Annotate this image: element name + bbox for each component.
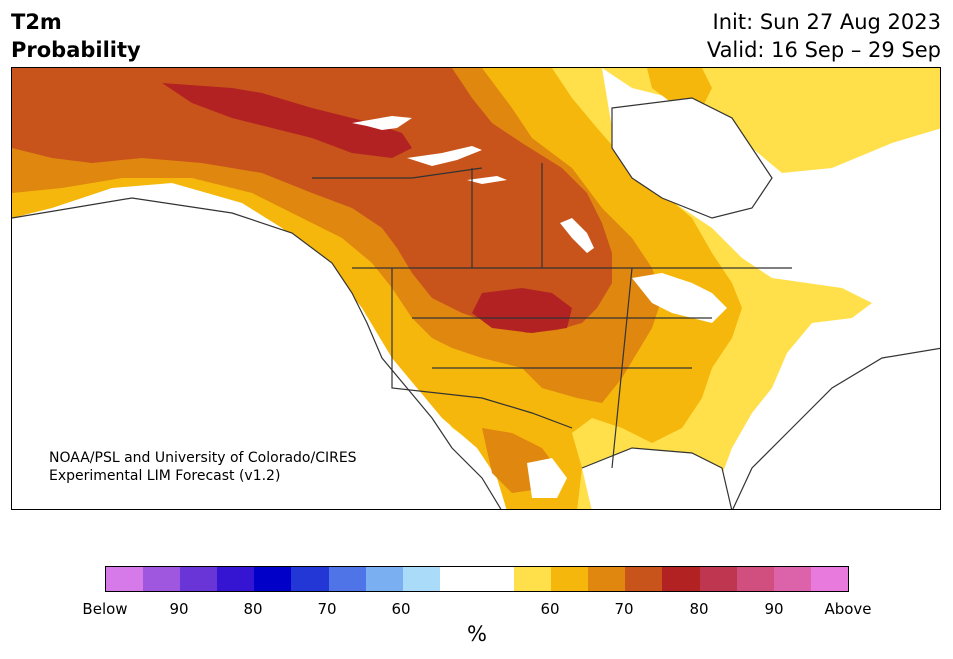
colorbar-segment (180, 567, 218, 591)
colorbar-segment (217, 567, 255, 591)
title-line-variable: T2m (11, 10, 62, 34)
lake-winnipeg (560, 218, 594, 253)
colorbar-label-above-80: 80 (689, 600, 709, 618)
probability-map (12, 68, 940, 509)
colorbar-segment (254, 567, 292, 591)
colorbar-label-above-60: 60 (540, 600, 560, 618)
colorbar-segment (439, 567, 477, 591)
colorbar-segment (773, 567, 811, 591)
title-line-metric: Probability (11, 38, 141, 62)
credit-line-1: NOAA/PSL and University of Colorado/CIRE… (49, 450, 357, 466)
colorbar-label-below-60: 60 (391, 600, 411, 618)
valid-period: Valid: 16 Sep – 29 Sep (706, 38, 941, 62)
ocean-atlantic (732, 348, 940, 509)
colorbar-label-below-80: 80 (243, 600, 263, 618)
colorbar-segment (476, 567, 515, 591)
colorbar-segment (810, 567, 848, 591)
gulf-of-mexico (582, 448, 732, 509)
colorbar-segment (699, 567, 737, 591)
colorbar-segment (551, 567, 589, 591)
colorbar (105, 566, 849, 592)
colorbar-label-above: Above (824, 600, 872, 618)
colorbar-segment (625, 567, 663, 591)
colorbar-segment (365, 567, 403, 591)
borders (12, 97, 940, 509)
colorbar-segment (291, 567, 329, 591)
hudson-bay (612, 98, 772, 218)
colorbar-segment (143, 567, 181, 591)
credit-text: NOAA/PSL and University of Colorado/CIRE… (49, 449, 357, 485)
colorbar-label-above-90: 90 (764, 600, 784, 618)
colorbar-label-below: Below (82, 600, 128, 618)
colorbar-segment (328, 567, 366, 591)
desert-white-patch (527, 458, 567, 498)
colorbar-segment (106, 567, 144, 591)
region-darkorange (12, 68, 612, 333)
region-darkred (162, 83, 572, 333)
colorbar-segment (736, 567, 774, 591)
great-lakes (632, 273, 727, 323)
colorbar-label-above-70: 70 (614, 600, 634, 618)
colorbar-label-below-90: 90 (169, 600, 189, 618)
init-date: Init: Sun 27 Aug 2023 (712, 10, 941, 34)
plot-title: T2m Probability (11, 8, 141, 64)
colorbar-segment (402, 567, 440, 591)
forecast-dates: Init: Sun 27 Aug 2023 Valid: 16 Sep – 29… (707, 8, 941, 64)
lake-athabasca (467, 176, 507, 184)
map-panel (11, 67, 941, 510)
colorbar-label-below-70: 70 (317, 600, 337, 618)
lake-great-bear (352, 116, 412, 130)
colorbar-segment (662, 567, 700, 591)
lake-great-slave (407, 146, 482, 166)
colorbar-units: % (467, 622, 487, 646)
colorbar-segment (514, 567, 552, 591)
colorbar-segment (588, 567, 626, 591)
ocean-pacific (12, 198, 501, 509)
credit-line-2: Experimental LIM Forecast (v1.2) (49, 468, 281, 484)
